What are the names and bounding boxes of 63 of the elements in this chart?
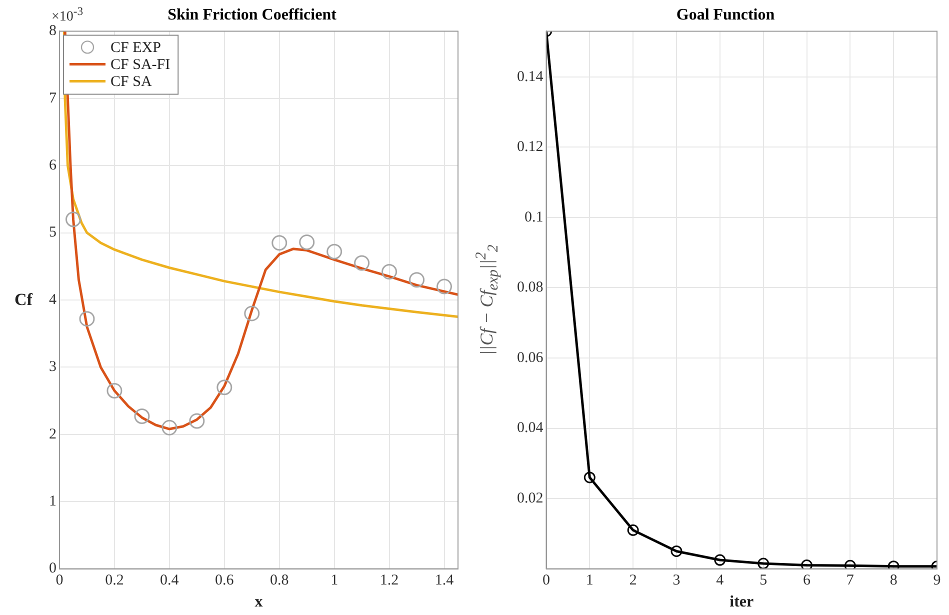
point [244,306,260,322]
point [79,311,95,327]
y-axis-title: Cf [14,290,32,310]
y-tick-label: 0.02 [517,490,544,506]
point [758,558,770,569]
point [106,382,122,398]
y-tick-label: 3 [49,359,56,376]
point [354,255,370,271]
x-tick-label: 2 [629,572,637,589]
y-tick-label: 8 [49,23,56,40]
text: ×10$^{-3}$ [52,5,84,25]
chart-title: Skin Friction Coefficient [168,6,338,24]
point [670,545,682,557]
y-tick-label: 0.04 [517,420,544,436]
point [299,234,315,250]
point [844,560,856,569]
point [801,560,812,569]
point [584,472,596,484]
x-tick-label: 7 [846,572,854,589]
x-axis-title: x [254,594,263,611]
y-tick-label: 0.08 [517,280,544,296]
point [409,272,425,288]
legend-label: CF EXP [110,40,161,56]
y-tick-label: 5 [49,224,56,241]
x-tick-label: 0.2 [105,572,124,589]
point [134,408,150,424]
point [216,380,232,396]
x-tick-label: 1 [330,572,338,589]
point [189,413,205,429]
point [627,524,639,536]
y-tick-label: 0.06 [517,350,544,366]
point [326,244,342,260]
x-tick-label: 0.4 [160,572,180,589]
y-tick-label: 7 [49,90,57,106]
x-tick-label: 8 [890,572,898,589]
y-tick-label: 1 [49,494,56,510]
point [436,278,452,294]
x-tick-label: 0.8 [270,572,289,589]
x-tick-label: 5 [760,572,768,589]
y-tick-label: 4 [49,292,57,308]
legend-label: CF SA-FI [110,57,170,74]
y-tick-label: 6 [49,158,57,174]
x-tick-label: 3 [672,572,680,589]
point [162,420,178,436]
y-tick-label: 0.12 [517,139,544,156]
legend-label: CF SA [110,74,152,90]
point [714,554,726,566]
x-tick-label: 4 [716,572,724,589]
x-tick-label: 0.6 [215,572,234,589]
point [382,264,398,280]
x-tick-label: 9 [933,572,941,589]
point [65,212,81,228]
x-tick-label: 1.4 [434,572,454,589]
point [272,235,288,251]
x-axis-title: iter [730,594,754,611]
y-tick-label: 2 [49,426,56,442]
x-tick-label: 1.2 [380,572,399,589]
x-tick-label: 6 [803,572,811,589]
y-tick-label: 0 [49,560,56,577]
x-tick-label: 1 [586,572,594,589]
chart-title: Goal Function [676,6,775,24]
y-tick-label: 0.1 [524,209,544,226]
y-tick-label: 0.14 [517,68,544,85]
